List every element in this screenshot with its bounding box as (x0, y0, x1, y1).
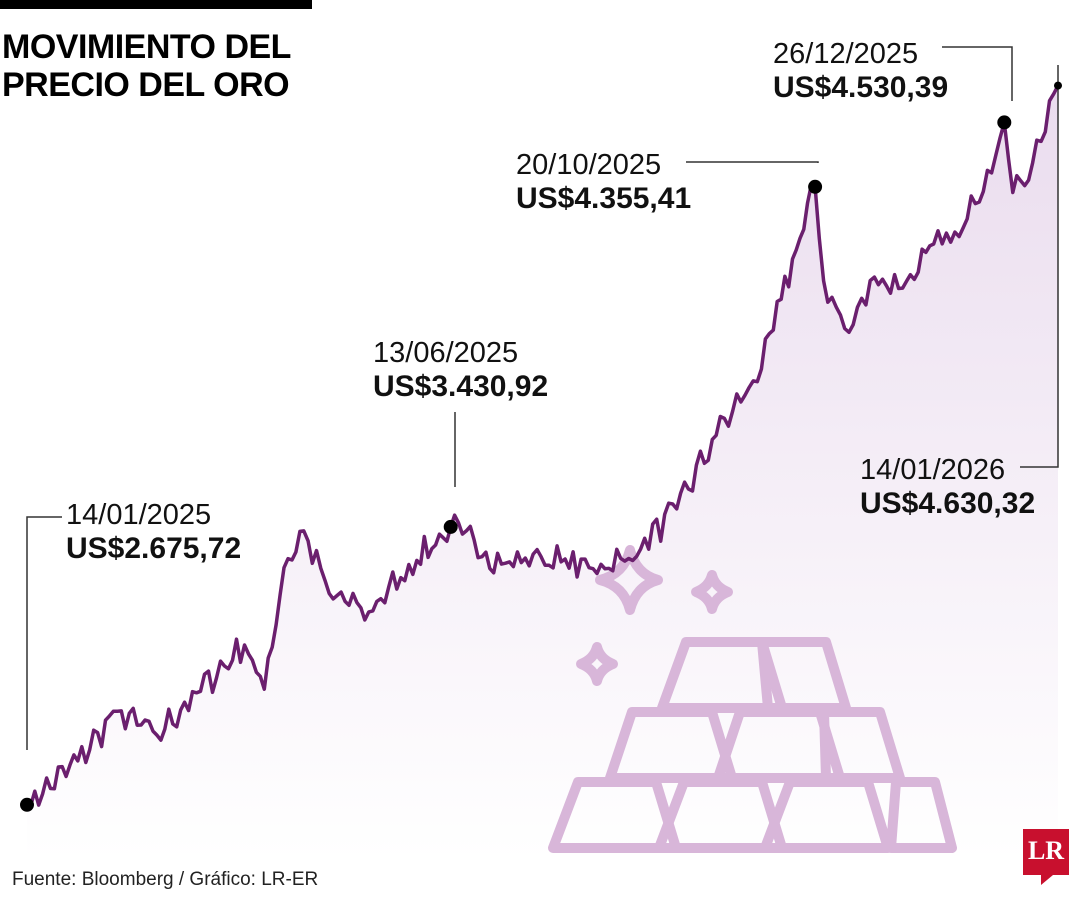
price-area (27, 85, 1058, 861)
leader-line (942, 46, 1013, 101)
annotation-leaders (26, 46, 1059, 750)
price-line (26, 84, 1060, 807)
annotation-value: US$3.430,92 (373, 370, 549, 403)
sparkle-icon (691, 570, 733, 614)
leader-line (26, 516, 62, 750)
annotation-date: 14/01/2026 (860, 454, 1006, 486)
annotation-date: 26/12/2025 (773, 38, 919, 70)
annotation-markers (20, 81, 1062, 812)
annotation-date: 14/01/2025 (66, 499, 212, 531)
annotation-point (997, 115, 1012, 130)
annotation-point (443, 519, 458, 534)
gold-bars-illustration (548, 545, 957, 853)
sparkle-icon (576, 642, 618, 686)
gold-bar (886, 777, 957, 853)
gold-bar (757, 637, 851, 713)
annotation-start: 14/01/2025 US$2.675,72 (66, 498, 241, 566)
gold-bar (819, 707, 905, 783)
leader-line (1020, 65, 1059, 468)
annotation-end: 14/01/2026 US$4.630,32 (860, 453, 1035, 521)
annotation-value: US$4.630,32 (860, 487, 1036, 520)
annotation-june: 13/06/2025 US$3.430,92 (373, 336, 548, 404)
annotation-value: US$2.675,72 (66, 532, 242, 565)
annotation-date: 13/06/2025 (373, 337, 519, 369)
annotation-point (808, 179, 823, 194)
annotation-value: US$4.355,41 (516, 182, 692, 215)
lr-logo: LR (1023, 829, 1069, 885)
annotation-value: US$4.530,39 (773, 71, 949, 104)
annotation-october: 20/10/2025 US$4.355,41 (516, 148, 691, 216)
sparkle-icon (595, 545, 663, 615)
annotation-point (20, 797, 34, 812)
title-accent-bar (0, 0, 312, 9)
leader-line (686, 161, 819, 163)
chart-title: MOVIMIENTO DEL PRECIO DEL ORO (2, 28, 291, 104)
annotation-point (1054, 81, 1062, 90)
annotation-date: 20/10/2025 (516, 149, 662, 181)
annotation-december: 26/12/2025 US$4.530,39 (773, 37, 948, 105)
source-note: Fuente: Bloomberg / Gráfico: LR-ER (12, 869, 319, 890)
